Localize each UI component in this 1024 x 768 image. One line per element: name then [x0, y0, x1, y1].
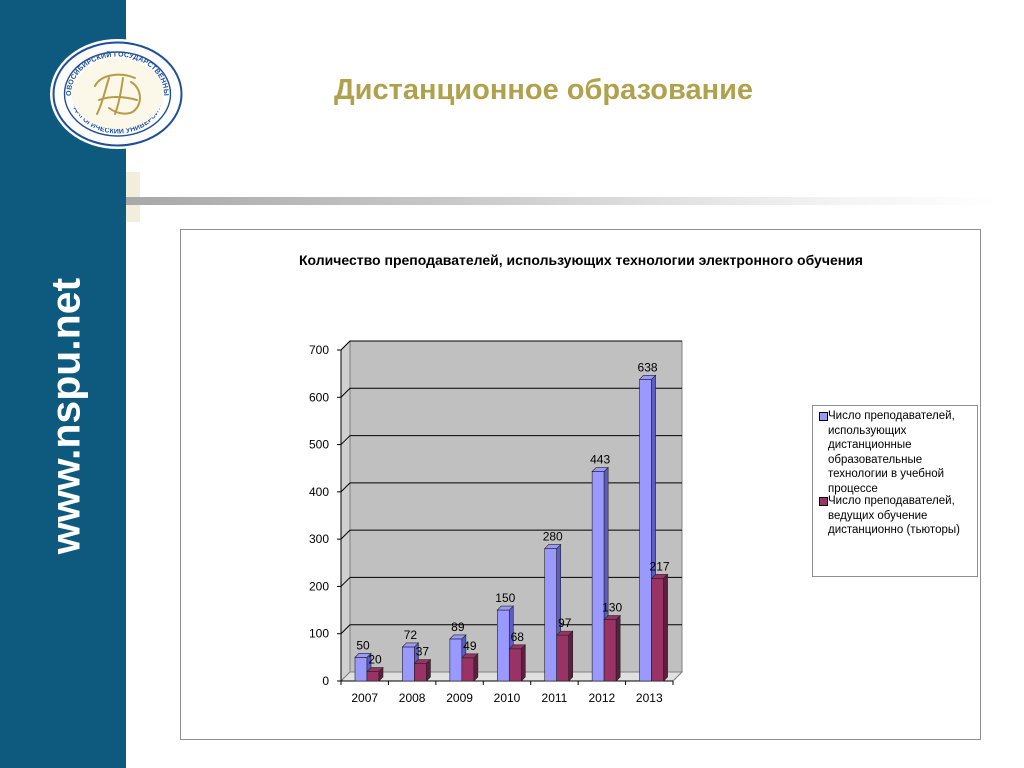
bar-side-series-2	[663, 573, 668, 682]
university-seal-logo: НОВОСИБИРСКИЙ ГОСУДАРСТВЕННЫЙ ПЕДАГОГИЧЕ…	[49, 38, 185, 149]
data-label: 49	[463, 639, 477, 653]
y-tick-label: 700	[309, 343, 329, 357]
bar-top-series-1	[401, 642, 420, 648]
bar-series-2	[556, 634, 570, 682]
gridline-side	[340, 340, 351, 351]
y-tick-label: 100	[309, 627, 329, 641]
bar-top-series-1	[496, 605, 515, 611]
bar-series-1	[496, 609, 510, 682]
data-label: 89	[451, 620, 465, 634]
plot-side-wall	[340, 339, 351, 683]
plot-back-wall	[349, 340, 683, 673]
bar-series-2	[508, 648, 522, 682]
bar-series-1	[639, 379, 652, 682]
x-tick-label: 2010	[494, 691, 521, 705]
y-tick-label: 200	[309, 579, 329, 593]
website-url: www.nspu.net	[42, 277, 89, 555]
chart-frame: Количество преподавателей, использующих …	[180, 229, 981, 740]
x-tick-label: 2008	[399, 691, 426, 705]
bar-series-1	[354, 657, 368, 682]
bar-series-2	[651, 578, 664, 682]
bar-series-2	[461, 657, 475, 682]
x-tick-label: 2011	[542, 691, 568, 705]
bar-series-2	[366, 671, 380, 682]
bar-top-series-1	[591, 467, 609, 472]
bar-top-series-1	[449, 634, 467, 640]
data-label: 280	[543, 530, 563, 544]
y-tick-label: 300	[309, 532, 329, 546]
data-label: 130	[602, 601, 622, 615]
data-label: 150	[495, 591, 515, 605]
gridline-side	[340, 624, 351, 635]
chart-title: Количество преподавателей, использующих …	[299, 252, 863, 268]
y-tick-label: 500	[309, 438, 329, 452]
bar-side-series-2	[473, 653, 479, 682]
chart-legend: Число преподавателей, использующих диста…	[812, 405, 978, 577]
page-title: Дистанционное образование	[334, 74, 754, 106]
bar-series-1	[591, 471, 605, 682]
bar-top-series-2	[650, 574, 669, 579]
legend-swatch-series-1	[819, 412, 828, 421]
data-label: 217	[650, 559, 670, 573]
bar-top-series-2	[413, 659, 432, 664]
bar-top-series-2	[555, 630, 574, 636]
bar-side-series-2	[520, 644, 526, 682]
x-tick-label: 2007	[351, 691, 378, 705]
data-label: 37	[416, 645, 430, 659]
gridline-side	[340, 482, 351, 493]
data-label: 72	[404, 628, 418, 642]
data-label: 20	[368, 653, 382, 667]
bar-top-series-2	[603, 615, 621, 620]
data-label: 443	[590, 453, 610, 467]
bar-top-series-1	[543, 544, 562, 549]
bar-top-series-1	[354, 653, 372, 658]
bar-side-series-2	[615, 614, 621, 682]
y-tick-label: 400	[309, 485, 329, 499]
gridline-side	[340, 387, 351, 398]
legend-swatch-series-2	[819, 497, 828, 506]
y-tick-label: 600	[309, 390, 329, 404]
x-tick-label: 2009	[446, 691, 473, 705]
bar-top-series-2	[461, 653, 479, 659]
decorative-divider	[126, 197, 996, 205]
bar-top-series-1	[638, 375, 657, 380]
bar-side-series-2	[568, 630, 574, 682]
x-tick-label: 2013	[636, 691, 663, 705]
data-label: 97	[558, 616, 572, 630]
gridline-side	[340, 529, 351, 540]
bar-series-1	[449, 638, 463, 682]
data-label: 50	[356, 638, 370, 652]
bar-series-1	[402, 646, 415, 682]
legend-label-series-2: Число преподавателей, ведущих обучение д…	[828, 495, 960, 536]
y-tick-label: 0	[322, 674, 329, 688]
bar-series-2	[603, 619, 617, 682]
bar-top-series-2	[508, 644, 527, 650]
data-label: 638	[638, 360, 658, 374]
bar-series-1	[544, 548, 558, 682]
legend-label-series-1: Число преподавателей, использующих диста…	[828, 410, 955, 495]
gridline-side	[340, 577, 351, 587]
bar-top-series-2	[366, 667, 384, 672]
data-label: 68	[511, 630, 525, 644]
gridline-side	[340, 435, 351, 445]
x-tick-label: 2012	[589, 691, 616, 705]
sidebar: НОВОСИБИРСКИЙ ГОСУДАРСТВЕННЫЙ ПЕДАГОГИЧЕ…	[0, 0, 185, 768]
bar-series-2	[414, 663, 427, 682]
